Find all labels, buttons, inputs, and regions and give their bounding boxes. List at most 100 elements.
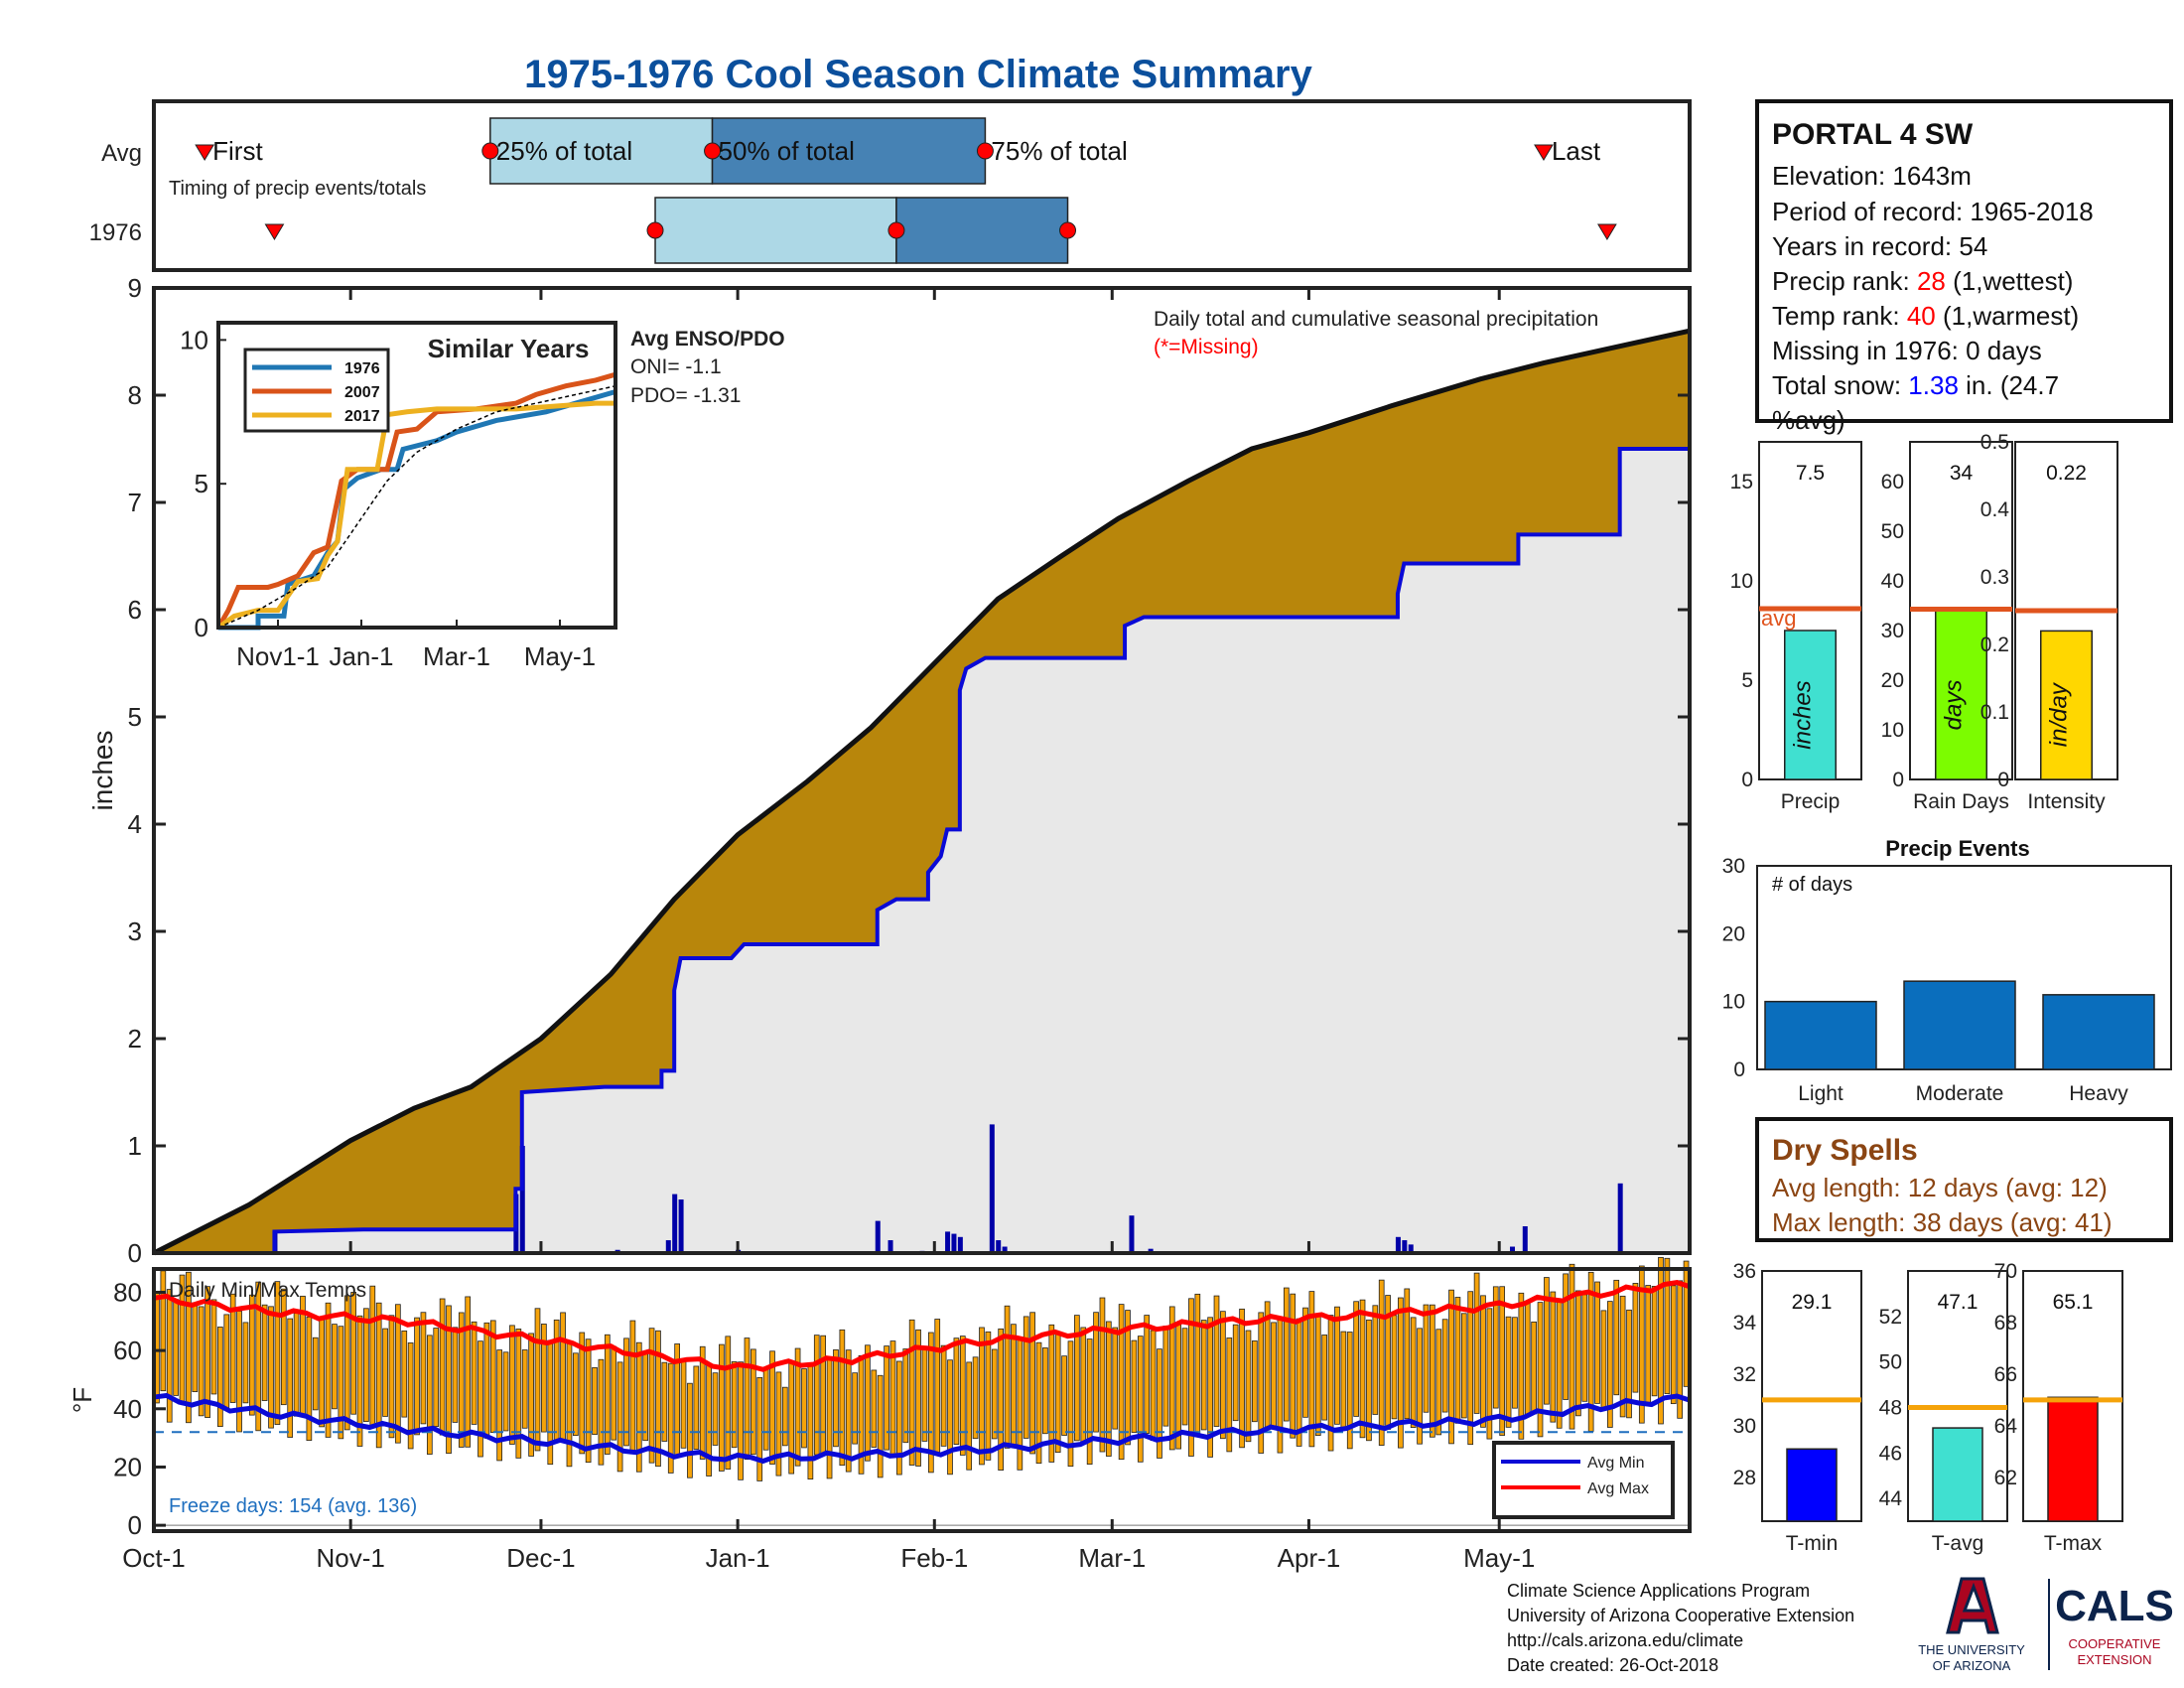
- timing-label-first: First: [212, 136, 263, 166]
- daily-temp-bar: [1378, 1279, 1385, 1446]
- date-axis-label: Feb-1: [900, 1543, 968, 1573]
- daily-temp-bar: [433, 1328, 440, 1428]
- timing-caption: Timing of precip events/totals: [169, 178, 426, 200]
- daily-temp-bar: [1556, 1300, 1563, 1429]
- stat-unit-label: inches: [1790, 680, 1817, 749]
- daily-temp-bar: [566, 1341, 573, 1468]
- freeze-days-text: Freeze days: 154 (avg. 136): [169, 1495, 417, 1517]
- precip-y-tick-label: 5: [128, 702, 142, 732]
- events-category-label: Heavy: [2069, 1082, 2128, 1105]
- timing-marker-p75: [976, 142, 994, 160]
- temp-panel: 0 20 40 60 80 Oct-1 Nov-1 Dec-1 Jan-1 Feb-1 Mar-1…: [68, 1257, 1692, 1573]
- daily-temp-bar: [1327, 1315, 1334, 1452]
- stat-category-label: T-max: [2044, 1532, 2103, 1555]
- timing-marks: First 25% of total 50% of total 75% of tota…: [195, 117, 1617, 264]
- stat-y-tick-label: 10: [1881, 719, 1904, 742]
- footer-credits: Climate Science Applications Program Uni…: [1507, 1581, 1854, 1675]
- inset-ticks: 0 5 10 Nov1-1 Jan-1 Mar-1 May-1: [180, 325, 596, 671]
- daily-temp-bar: [1398, 1297, 1404, 1449]
- daily-temp-bar: [908, 1319, 915, 1466]
- inset-plot-area: [215, 371, 616, 631]
- station-box-frame: [1755, 99, 2173, 423]
- daily-precip-bar: [875, 1220, 881, 1253]
- daily-precip-bar: [989, 1124, 995, 1253]
- precip-main-panel: 0 1 2 3 4 5 6 7 8 9 inches Daily total and cumula…: [87, 273, 1692, 1268]
- stat-y-tick-label: 0.2: [1980, 633, 2009, 656]
- precip-events-panel: Precip Events # of days 0 10 20 30 Light Mode…: [1722, 836, 2172, 1105]
- daily-precip-bar: [1522, 1226, 1528, 1253]
- daily-temp-bar: [1454, 1297, 1461, 1424]
- daily-temp-bar: [1271, 1322, 1277, 1429]
- daily-temp-bar: [1252, 1340, 1258, 1423]
- timing-box-25-50: [489, 117, 714, 185]
- stat-y-tick-label: 70: [1994, 1260, 2017, 1283]
- daily-temp-bar: [541, 1324, 547, 1433]
- date-axis-label: Nov-1: [316, 1543, 384, 1573]
- daily-temp-bar: [807, 1365, 814, 1480]
- daily-temp-bar: [1296, 1318, 1302, 1447]
- stat-panel-t-min: 28 30 32 34 36 29.1 T-min: [1733, 1260, 1862, 1555]
- daily-precip-bar: [1402, 1240, 1408, 1253]
- temp-legend-box: [1492, 1441, 1675, 1519]
- daily-temp-bar: [1404, 1288, 1411, 1420]
- events-title: Precip Events: [1885, 836, 2030, 861]
- footer-line-2: University of Arizona Cooperative Extens…: [1507, 1606, 1854, 1625]
- daily-temp-bar: [947, 1359, 953, 1476]
- daily-temp-bar: [471, 1321, 478, 1425]
- daily-temp-bar: [521, 1349, 528, 1429]
- daily-temp-bar: [604, 1334, 611, 1455]
- daily-temp-bar: [1581, 1294, 1588, 1402]
- stat-y-tick-label: 44: [1879, 1487, 1903, 1510]
- timing-box-50-75: [895, 197, 1069, 264]
- events-ylabel: # of days: [1772, 874, 1852, 896]
- daily-temp-bar: [585, 1338, 592, 1464]
- daily-temp-bar: [1677, 1280, 1684, 1419]
- daily-temp-bar: [1011, 1324, 1017, 1446]
- daily-temp-bar: [998, 1328, 1005, 1471]
- daily-precip-bar: [945, 1231, 951, 1253]
- dry-spells-box: Dry Spells Avg length: 12 days (avg: 12)…: [1755, 1117, 2173, 1242]
- daily-temp-bar: [1531, 1321, 1537, 1415]
- temp-y-tick-label: 20: [113, 1452, 142, 1481]
- stat-y-tick-label: 10: [1730, 570, 1753, 593]
- daily-temp-bar: [483, 1322, 490, 1439]
- daily-temp-bar: [280, 1288, 287, 1406]
- daily-temp-bar: [173, 1299, 179, 1396]
- timing-label-p75: 75% of total: [991, 136, 1127, 166]
- daily-temp-bar: [985, 1331, 992, 1461]
- daily-temp-bar: [332, 1324, 338, 1410]
- daily-temp-bar: [1518, 1292, 1525, 1440]
- daily-temp-bar: [1125, 1310, 1131, 1446]
- daily-temp-bar: [744, 1337, 751, 1461]
- stat-y-tick-label: 40: [1881, 570, 1904, 593]
- inset-x-tick-label: Jan-1: [329, 641, 393, 671]
- precip-y-tick-label: 2: [128, 1024, 142, 1054]
- daily-temp-bar: [350, 1292, 356, 1415]
- inset-frame: [216, 321, 617, 630]
- date-axis-label: Dec-1: [506, 1543, 575, 1573]
- daily-temp-bar: [274, 1281, 281, 1425]
- daily-temp-bar: [915, 1329, 921, 1467]
- stat-y-tick-label: 0.5: [1980, 431, 2009, 454]
- daily-temp-bar: [528, 1333, 534, 1457]
- timing-panel: Avg 1976 Timing of precip events/totals …: [89, 99, 1692, 272]
- inset-legend-label: 2017: [344, 408, 380, 425]
- daily-temp-bar: [1512, 1317, 1518, 1409]
- daily-temp-bar: [1594, 1281, 1600, 1404]
- daily-temp-bar: [375, 1302, 382, 1449]
- daily-temp-bar: [1473, 1272, 1480, 1414]
- timing-triangle-last: [1534, 144, 1554, 161]
- timing-triangle-first: [264, 223, 285, 240]
- daily-temp-bar: [401, 1330, 408, 1418]
- daily-temp-bar: [813, 1335, 820, 1456]
- daily-temp-bar: [1563, 1273, 1569, 1400]
- temp-stat-panels: 28 30 32 34 36 29.1 T-min 44 46 48 50 52 47.1 T-avg 62…: [1733, 1260, 2123, 1555]
- daily-temp-bar: [312, 1336, 319, 1411]
- inset-legend-label: 1976: [344, 360, 380, 377]
- daily-temp-bar: [1308, 1291, 1315, 1448]
- events-y-tick-label: 20: [1722, 922, 1745, 945]
- daily-temp-bar: [287, 1318, 294, 1438]
- temp-y-axis-label: °F: [68, 1387, 97, 1413]
- daily-temp-bar: [1391, 1315, 1398, 1420]
